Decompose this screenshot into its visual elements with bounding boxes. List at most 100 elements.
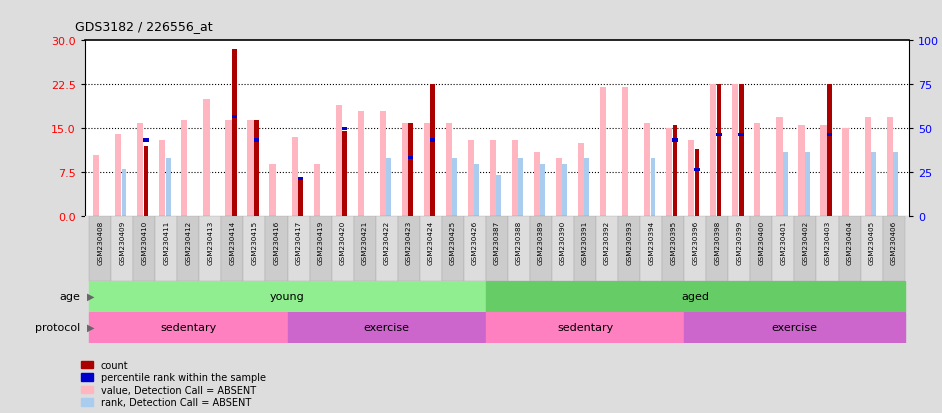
Bar [827,85,832,217]
Bar [776,117,783,217]
FancyBboxPatch shape [442,217,463,281]
Bar [689,141,694,217]
Text: ▶: ▶ [87,291,94,301]
Bar [622,88,628,217]
Bar [314,164,319,217]
Text: GSM230412: GSM230412 [186,220,191,264]
Text: GSM230409: GSM230409 [120,220,125,264]
Text: GSM230390: GSM230390 [560,220,566,264]
Text: GSM230423: GSM230423 [406,220,412,264]
Text: GSM230392: GSM230392 [604,220,610,264]
FancyBboxPatch shape [772,217,794,281]
Text: sedentary: sedentary [557,322,613,332]
Bar [562,164,567,217]
Text: ▶: ▶ [87,322,94,332]
Text: GSM230411: GSM230411 [163,220,170,264]
Bar [335,106,342,217]
FancyBboxPatch shape [706,217,728,281]
Bar [203,100,209,217]
Bar [452,158,457,217]
Bar [666,129,673,217]
Bar [386,158,391,217]
Bar [651,158,656,217]
Bar [486,281,904,312]
Text: GSM230408: GSM230408 [97,220,104,264]
Bar [716,133,722,137]
Text: GSM230401: GSM230401 [780,220,787,264]
Text: GSM230426: GSM230426 [472,220,478,264]
FancyBboxPatch shape [398,217,420,281]
Text: GSM230387: GSM230387 [494,220,500,264]
Bar [287,312,486,343]
FancyBboxPatch shape [817,217,838,281]
FancyBboxPatch shape [508,217,530,281]
Text: GSM230415: GSM230415 [252,220,257,264]
Bar [842,129,849,217]
Bar [486,312,684,343]
FancyBboxPatch shape [552,217,574,281]
Bar [408,157,414,160]
FancyBboxPatch shape [200,217,221,281]
Bar [673,139,677,142]
FancyBboxPatch shape [861,217,883,281]
Bar [430,139,435,142]
Text: GSM230417: GSM230417 [296,220,301,264]
Bar [710,85,717,217]
FancyBboxPatch shape [751,217,772,281]
Text: GSM230400: GSM230400 [758,220,764,264]
Bar [739,85,743,217]
FancyBboxPatch shape [111,217,133,281]
FancyBboxPatch shape [883,217,904,281]
Bar [159,141,166,217]
Bar [181,120,187,217]
FancyBboxPatch shape [618,217,641,281]
FancyBboxPatch shape [155,217,177,281]
Text: GSM230389: GSM230389 [538,220,544,264]
Text: GSM230422: GSM230422 [383,220,390,264]
Bar [578,144,584,217]
Text: exercise: exercise [771,322,818,332]
Bar [474,164,479,217]
Text: protocol: protocol [35,322,80,332]
FancyBboxPatch shape [177,217,200,281]
Text: GSM230403: GSM230403 [824,220,831,264]
FancyBboxPatch shape [266,217,287,281]
Text: GSM230413: GSM230413 [207,220,214,264]
Bar [115,135,122,217]
Text: GSM230404: GSM230404 [847,220,853,264]
Bar [401,123,408,217]
Bar [739,133,744,137]
Bar [253,139,259,142]
Bar [717,85,722,217]
Bar [584,158,590,217]
Bar [755,123,760,217]
Text: sedentary: sedentary [160,322,217,332]
Text: GSM230420: GSM230420 [340,220,346,264]
Bar [893,152,898,217]
Text: age: age [59,291,80,301]
Text: GSM230399: GSM230399 [737,220,742,264]
Bar [820,126,827,217]
Bar [512,141,518,217]
FancyBboxPatch shape [420,217,442,281]
FancyBboxPatch shape [353,217,376,281]
Text: GSM230398: GSM230398 [714,220,721,264]
Text: GSM230410: GSM230410 [141,220,147,264]
Text: GSM230395: GSM230395 [670,220,676,264]
Text: GDS3182 / 226556_at: GDS3182 / 226556_at [75,20,213,33]
Bar [298,177,303,180]
FancyBboxPatch shape [641,217,662,281]
Bar [684,312,904,343]
Bar [89,281,486,312]
FancyBboxPatch shape [332,217,353,281]
Bar [799,126,804,217]
Bar [694,150,700,217]
Bar [166,158,171,217]
Bar [886,117,893,217]
Bar [446,123,452,217]
Bar [541,164,545,217]
Text: GSM230414: GSM230414 [230,220,236,264]
Text: aged: aged [681,291,709,301]
Text: young: young [270,291,305,301]
FancyBboxPatch shape [530,217,552,281]
